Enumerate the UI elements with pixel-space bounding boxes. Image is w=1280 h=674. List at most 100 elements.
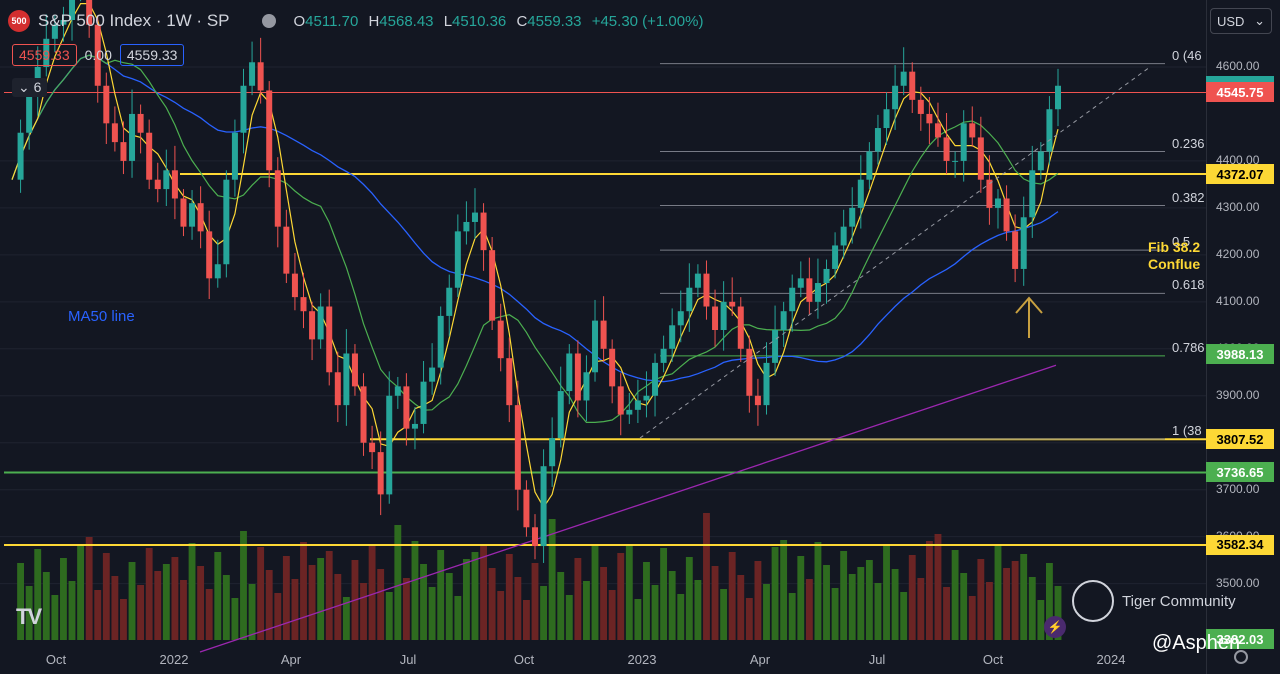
candle <box>566 344 573 405</box>
price-tick: 4300.00 <box>1216 199 1260 214</box>
candle <box>772 305 779 377</box>
watermark-text: Tiger Community <box>1122 592 1236 610</box>
candle <box>103 72 110 144</box>
candle <box>240 68 247 154</box>
candle <box>257 37 264 104</box>
volume-bar <box>780 540 788 640</box>
candle <box>403 373 410 446</box>
price-tick: 3500.00 <box>1216 575 1260 590</box>
volume-bar <box>402 578 410 640</box>
indicator-toggle[interactable]: ⌄ 6 <box>12 78 48 97</box>
candle <box>189 190 196 240</box>
candle <box>574 340 581 418</box>
volume-bar <box>565 595 573 640</box>
volume-bar <box>840 551 848 640</box>
candle <box>686 263 693 332</box>
candle <box>694 264 701 298</box>
volume-bar <box>377 569 385 640</box>
candle <box>952 151 959 178</box>
eye-icon[interactable] <box>261 14 276 28</box>
candle <box>806 257 813 315</box>
candle <box>703 260 710 320</box>
candle <box>317 293 324 349</box>
candle <box>231 119 238 197</box>
volume-bar <box>368 546 376 640</box>
bolt-icon[interactable]: ⚡ <box>1044 616 1066 638</box>
candle <box>283 209 290 284</box>
volume-bar <box>925 541 933 640</box>
gear-icon[interactable] <box>1234 650 1248 664</box>
currency-select[interactable]: USD ⌄ <box>1210 8 1272 34</box>
symbol-title[interactable]: S&P 500 Index · 1W · SP <box>38 11 230 30</box>
candle <box>69 0 76 41</box>
fib-note-line2: Conflue <box>1148 256 1201 272</box>
candle <box>146 119 153 190</box>
fib-note-line1: Fib 38.2 <box>1148 239 1201 255</box>
buy-price-box[interactable]: 4559.33 <box>119 44 185 66</box>
arrow-head <box>1015 296 1043 314</box>
candle <box>617 373 624 436</box>
volume-bar <box>514 577 522 640</box>
candle <box>832 232 839 279</box>
volume-bar <box>1045 563 1053 640</box>
candle <box>137 104 144 154</box>
volume-bar <box>488 568 496 640</box>
volume-bar <box>677 594 685 640</box>
volume-bar <box>891 569 899 640</box>
candle <box>531 514 539 560</box>
candle <box>266 81 273 188</box>
candle <box>326 289 333 386</box>
time-tick: Jul <box>868 652 886 667</box>
volume-bar <box>763 584 770 640</box>
candle <box>223 170 230 278</box>
candle <box>463 201 470 245</box>
candle <box>660 335 667 373</box>
volume-bar <box>154 571 162 640</box>
volume-bar <box>248 584 256 640</box>
candle <box>291 252 298 311</box>
symbol-logo[interactable]: 500 <box>8 10 30 32</box>
sell-price-box[interactable]: 4559.33 <box>12 44 77 66</box>
volume-bar <box>711 566 719 640</box>
volume-bar <box>42 572 50 640</box>
spread-value: 0.00 <box>84 47 112 63</box>
volume-bar <box>857 567 865 640</box>
ma10-line <box>11 3 1059 509</box>
fib-confluence-note: Fib 38.2 Conflue <box>1148 239 1200 273</box>
candle <box>797 261 804 298</box>
price-tick: 3700.00 <box>1216 481 1260 496</box>
tradingview-logo[interactable]: TV <box>16 604 42 629</box>
fib-label: 0.618 <box>1172 277 1205 293</box>
volume-bar <box>960 573 968 640</box>
candle <box>120 121 127 175</box>
candle <box>960 110 967 182</box>
volume-bar <box>557 572 565 640</box>
chevron-down-icon: ⌄ <box>18 79 30 95</box>
volume-bar <box>1003 568 1010 640</box>
chart-canvas <box>0 0 1206 653</box>
volume-bar <box>214 552 222 640</box>
volume-bar <box>548 519 556 640</box>
candle <box>1029 145 1036 238</box>
ma200-line <box>199 364 1057 653</box>
fib-label: 0.786 <box>1172 339 1205 355</box>
candle <box>746 335 753 413</box>
volume-bar <box>634 599 642 640</box>
candle <box>592 299 599 382</box>
fib-label: 0 (46 <box>1172 47 1202 63</box>
volume-bar <box>394 525 402 640</box>
volume-bar <box>411 541 419 640</box>
candle <box>849 187 856 244</box>
moving-averages <box>11 3 1059 653</box>
volume-bar <box>908 555 916 640</box>
candle <box>626 392 633 424</box>
candle <box>497 303 504 372</box>
candle <box>51 15 58 52</box>
price-tick: 3900.00 <box>1216 387 1260 402</box>
time-tick: Apr <box>280 652 302 667</box>
candle <box>677 290 684 343</box>
volume-bar <box>497 591 505 640</box>
volume-bar <box>728 552 736 640</box>
candle <box>249 41 256 96</box>
volume-bar <box>102 553 110 640</box>
